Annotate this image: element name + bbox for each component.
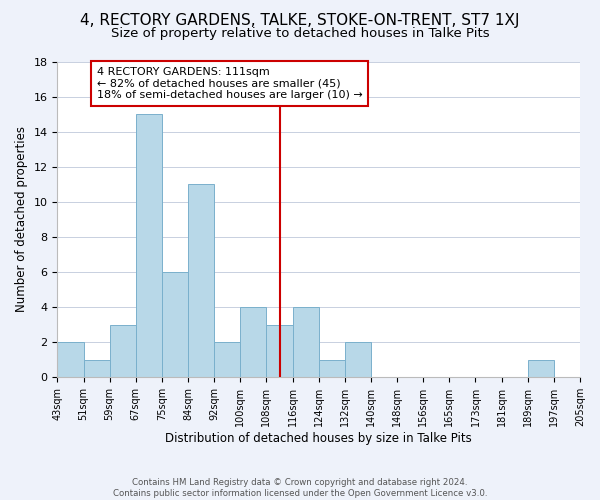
Bar [214,342,241,378]
Text: 4, RECTORY GARDENS, TALKE, STOKE-ON-TRENT, ST7 1XJ: 4, RECTORY GARDENS, TALKE, STOKE-ON-TREN… [80,12,520,28]
Bar [162,272,188,378]
Text: 4 RECTORY GARDENS: 111sqm
← 82% of detached houses are smaller (45)
18% of semi-: 4 RECTORY GARDENS: 111sqm ← 82% of detac… [97,67,362,100]
Bar [293,307,319,378]
Bar [110,324,136,378]
Text: Size of property relative to detached houses in Talke Pits: Size of property relative to detached ho… [110,28,490,40]
Bar [241,307,266,378]
Bar [136,114,162,378]
Bar [319,360,345,378]
Bar [345,342,371,378]
Bar [58,342,83,378]
Bar [266,324,293,378]
Bar [83,360,110,378]
Bar [188,184,214,378]
Y-axis label: Number of detached properties: Number of detached properties [15,126,28,312]
X-axis label: Distribution of detached houses by size in Talke Pits: Distribution of detached houses by size … [166,432,472,445]
Text: Contains HM Land Registry data © Crown copyright and database right 2024.
Contai: Contains HM Land Registry data © Crown c… [113,478,487,498]
Bar [528,360,554,378]
